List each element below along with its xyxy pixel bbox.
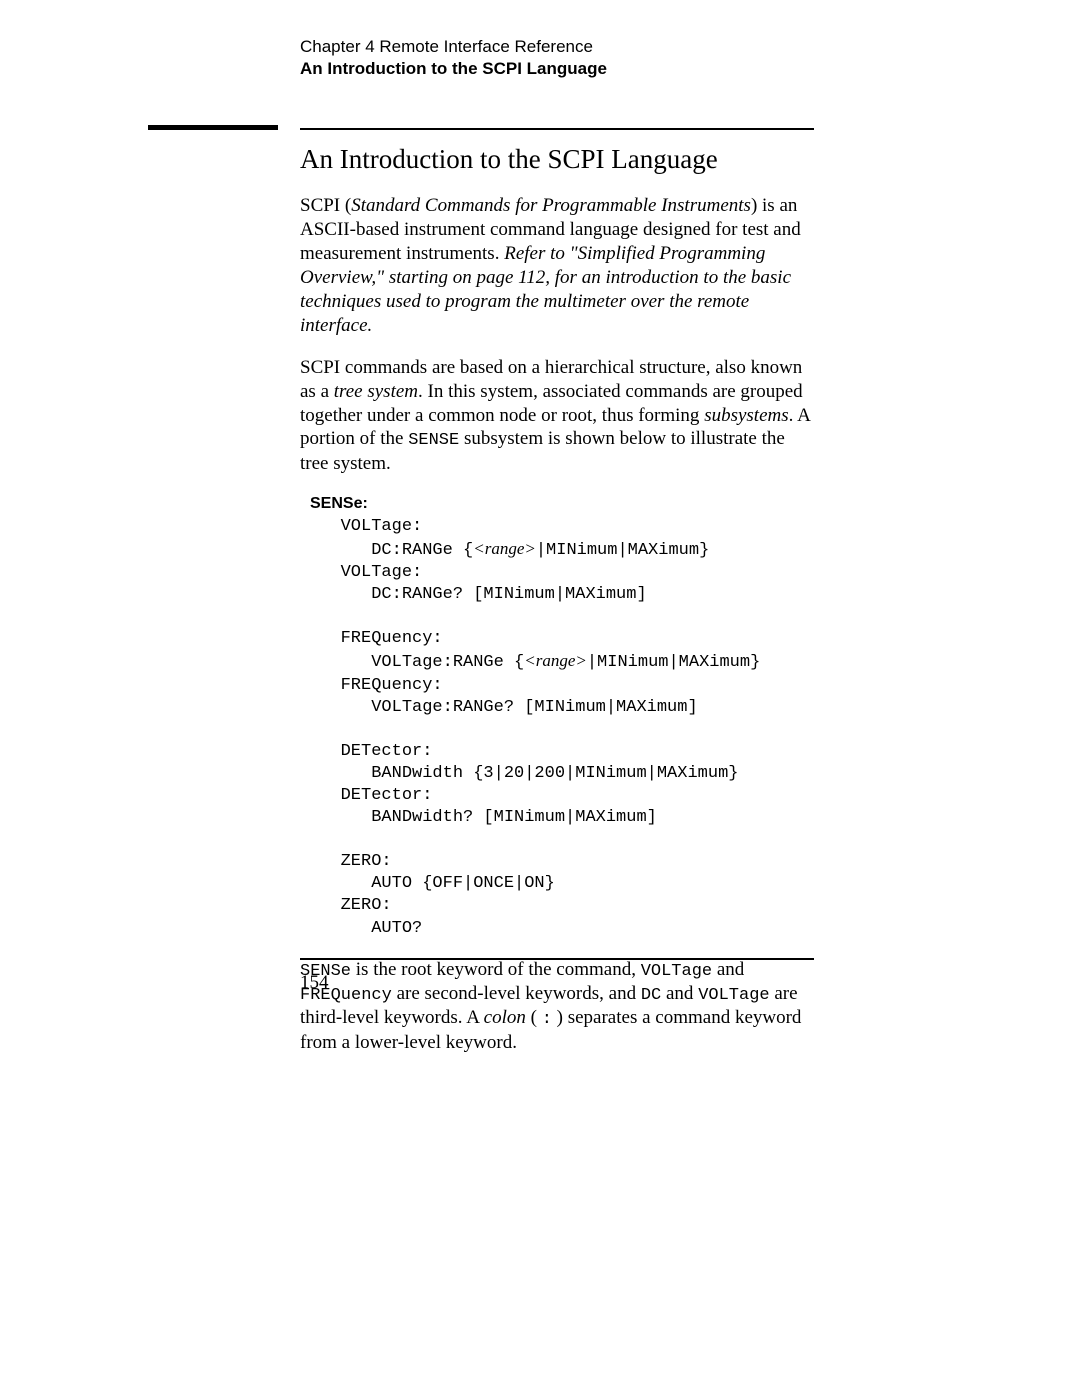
code-root: SENSe: <box>310 495 368 512</box>
content-column: An Introduction to the SCPI Language SCP… <box>300 142 814 1073</box>
page-number: 154 <box>300 972 329 994</box>
closing-paragraph: SENSe is the root keyword of the command… <box>300 958 814 1055</box>
page: Chapter 4 Remote Interface Reference An … <box>0 0 1080 1397</box>
chapter-label: Chapter 4 Remote Interface Reference <box>300 36 607 58</box>
intro-paragraph-2: SCPI commands are based on a hierarchica… <box>300 356 814 476</box>
top-rule <box>300 128 814 130</box>
page-title: An Introduction to the SCPI Language <box>300 142 814 176</box>
side-tab-bar <box>148 125 278 130</box>
intro-paragraph-1: SCPI (Standard Commands for Programmable… <box>300 194 814 338</box>
code-block: SENSe: VOLTage: DC:RANGe {<range>|MINimu… <box>310 494 814 940</box>
page-header: Chapter 4 Remote Interface Reference An … <box>300 36 607 80</box>
section-label: An Introduction to the SCPI Language <box>300 58 607 80</box>
bottom-rule <box>300 958 814 960</box>
